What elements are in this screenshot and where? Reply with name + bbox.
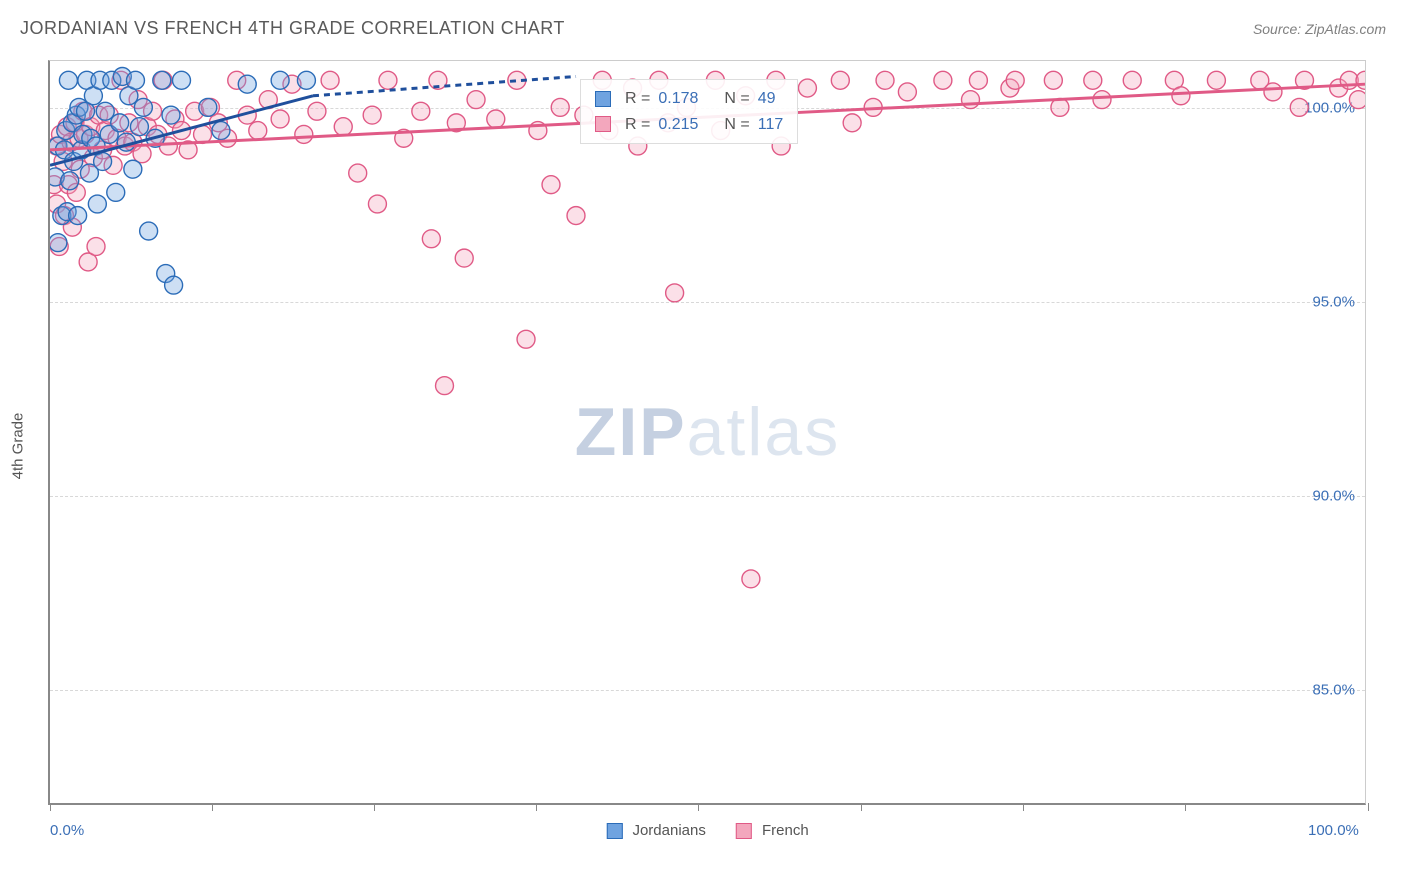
stats-row-jordanians: R = 0.178 N = 49 [595, 86, 783, 112]
stat-n-label2: N = [724, 112, 749, 138]
stat-n-french: 117 [758, 112, 784, 138]
xtick [1368, 803, 1369, 811]
legend-swatch-french-icon [736, 823, 752, 839]
legend-swatch-jordanians-icon [606, 823, 622, 839]
stat-r-french: 0.215 [658, 112, 698, 138]
stats-box: R = 0.178 N = 49 R = 0.215 N = 117 [580, 79, 798, 144]
legend-label-jordanians: Jordanians [632, 822, 705, 839]
chart-svg [50, 61, 1365, 803]
swatch-french-icon [595, 116, 611, 132]
stat-n-jordanians: 49 [758, 86, 776, 112]
plot-area: ZIPatlas 85.0%90.0%95.0%100.0% 0.0%100.0… [48, 60, 1366, 805]
xtick [1023, 803, 1024, 811]
yaxis-title: 4th Grade [10, 413, 27, 480]
swatch-jordanians-icon [595, 91, 611, 107]
source-label: Source: ZipAtlas.com [1253, 21, 1386, 37]
chart-title: JORDANIAN VS FRENCH 4TH GRADE CORRELATIO… [20, 18, 565, 39]
xtick [50, 803, 51, 811]
xtick [212, 803, 213, 811]
stat-r-label2: R = [625, 112, 650, 138]
stat-r-label: R = [625, 86, 650, 112]
legend-item-french: French [736, 822, 809, 839]
xaxis-label: 0.0% [50, 822, 84, 839]
xtick [536, 803, 537, 811]
stats-row-french: R = 0.215 N = 117 [595, 112, 783, 138]
xtick [861, 803, 862, 811]
legend-item-jordanians: Jordanians [606, 822, 706, 839]
legend: Jordanians French [606, 822, 808, 839]
legend-label-french: French [762, 822, 809, 839]
xaxis-label: 100.0% [1308, 822, 1359, 839]
header: JORDANIAN VS FRENCH 4TH GRADE CORRELATIO… [20, 18, 1386, 39]
xtick [1185, 803, 1186, 811]
stat-n-label: N = [724, 86, 749, 112]
stat-r-jordanians: 0.178 [658, 86, 698, 112]
xtick [374, 803, 375, 811]
xtick [698, 803, 699, 811]
